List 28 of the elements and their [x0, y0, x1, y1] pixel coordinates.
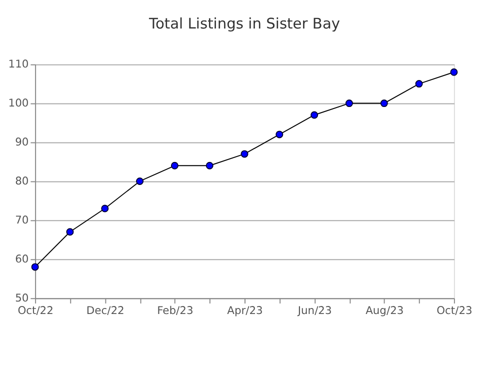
- point: [380, 100, 388, 108]
- point: [345, 100, 353, 108]
- point: [31, 263, 39, 271]
- point: [136, 177, 144, 185]
- point: [101, 204, 109, 212]
- point: [276, 130, 284, 138]
- y-tick-label: 80: [15, 174, 29, 188]
- point: [450, 68, 458, 76]
- point: [240, 150, 248, 158]
- x-tick-label: Aug/23: [366, 304, 404, 318]
- x-tick-label: Jun/23: [296, 304, 332, 318]
- point: [170, 162, 178, 170]
- x-tick-label: Oct/22: [18, 304, 54, 318]
- x-tick-label: Apr/23: [227, 304, 263, 318]
- x-tick-label: Oct/23: [436, 304, 472, 318]
- y-tick-label: 50: [15, 292, 29, 305]
- y-tick-label: 70: [15, 214, 29, 227]
- point: [415, 80, 423, 88]
- y-tick-label: 60: [15, 252, 29, 266]
- x-tick-label: Feb/23: [157, 304, 194, 318]
- y-tick-label: 110: [8, 58, 29, 71]
- point: [206, 162, 214, 170]
- y-tick-label: 100: [8, 96, 29, 110]
- chart-title: Total Listings in Sister Bay: [148, 15, 340, 32]
- x-tick-label: Dec/22: [86, 304, 124, 318]
- y-tick-label: 90: [15, 136, 29, 149]
- point: [310, 111, 318, 119]
- point: [66, 228, 74, 236]
